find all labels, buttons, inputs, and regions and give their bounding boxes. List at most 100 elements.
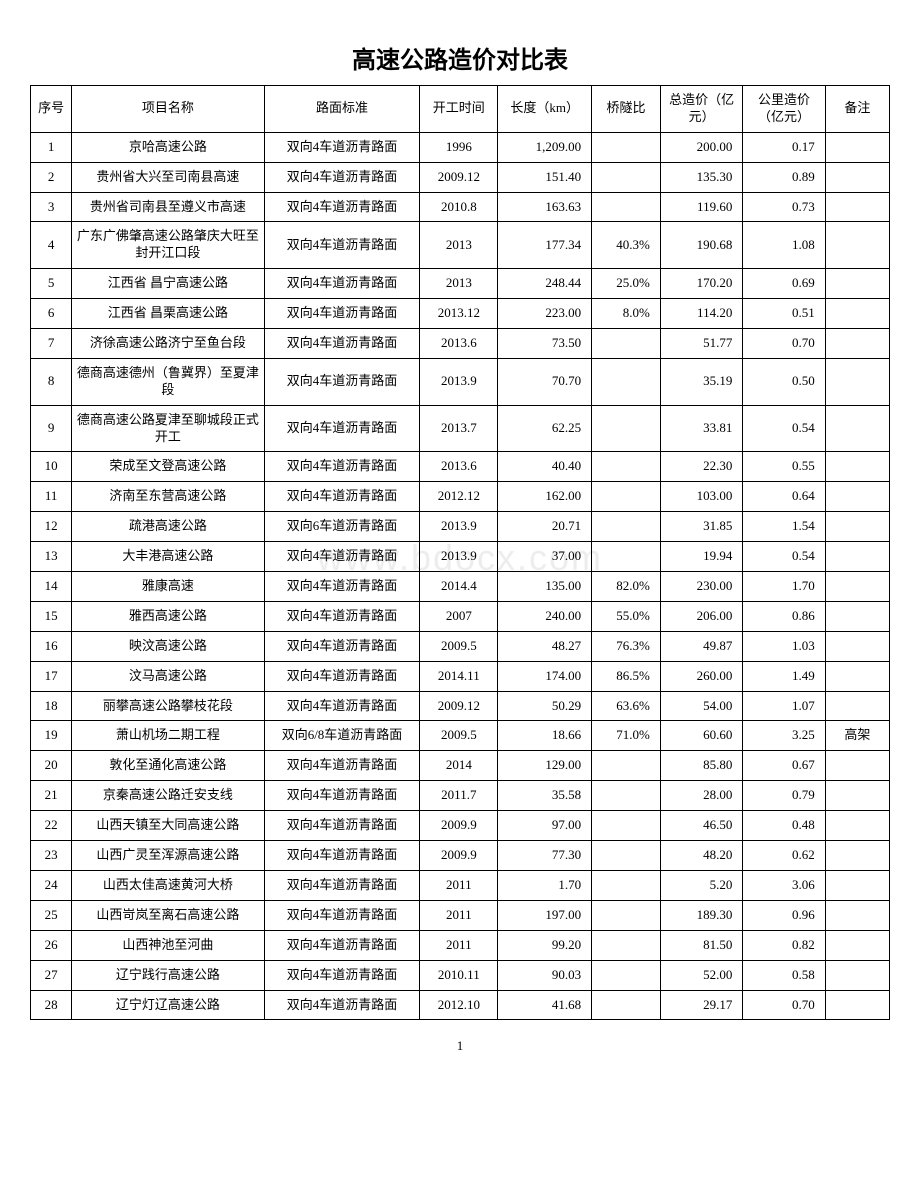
- cell-perkm: 0.82: [743, 930, 825, 960]
- cell-total: 60.60: [660, 721, 742, 751]
- cell-total: 230.00: [660, 572, 742, 602]
- cell-start: 2013.12: [420, 299, 498, 329]
- cell-name: 京秦高速公路迁安支线: [72, 781, 264, 811]
- cell-note: [825, 512, 889, 542]
- cell-idx: 4: [31, 222, 72, 269]
- cell-std: 双向4车道沥青路面: [264, 132, 420, 162]
- table-row: 14雅康高速双向4车道沥青路面2014.4135.0082.0%230.001.…: [31, 572, 890, 602]
- page-title: 高速公路造价对比表: [30, 40, 890, 75]
- cell-len: 20.71: [498, 512, 592, 542]
- cell-len: 162.00: [498, 482, 592, 512]
- cell-name: 雅西高速公路: [72, 601, 264, 631]
- cell-idx: 8: [31, 358, 72, 405]
- cell-ratio: 82.0%: [592, 572, 661, 602]
- table-row: 26山西神池至河曲双向4车道沥青路面201199.2081.500.82: [31, 930, 890, 960]
- cell-std: 双向4车道沥青路面: [264, 751, 420, 781]
- cell-name: 辽宁灯辽高速公路: [72, 990, 264, 1020]
- cell-len: 223.00: [498, 299, 592, 329]
- cell-len: 77.30: [498, 841, 592, 871]
- cell-total: 51.77: [660, 329, 742, 359]
- table-row: 18丽攀高速公路攀枝花段双向4车道沥青路面2009.1250.2963.6%54…: [31, 691, 890, 721]
- cell-total: 35.19: [660, 358, 742, 405]
- cell-total: 28.00: [660, 781, 742, 811]
- cell-perkm: 0.96: [743, 900, 825, 930]
- cell-name: 山西天镇至大同高速公路: [72, 811, 264, 841]
- cell-start: 2014: [420, 751, 498, 781]
- table-row: 11济南至东营高速公路双向4车道沥青路面2012.12162.00103.000…: [31, 482, 890, 512]
- cell-std: 双向4车道沥青路面: [264, 930, 420, 960]
- cell-start: 2011: [420, 900, 498, 930]
- cell-idx: 13: [31, 542, 72, 572]
- cell-start: 2009.5: [420, 631, 498, 661]
- cell-note: [825, 542, 889, 572]
- cell-len: 40.40: [498, 452, 592, 482]
- cell-total: 54.00: [660, 691, 742, 721]
- table-row: 13大丰港高速公路双向4车道沥青路面2013.937.0019.940.54: [31, 542, 890, 572]
- cell-perkm: 1.03: [743, 631, 825, 661]
- cell-perkm: 0.86: [743, 601, 825, 631]
- cell-len: 99.20: [498, 930, 592, 960]
- table-row: 24山西太佳高速黄河大桥双向4车道沥青路面20111.705.203.06: [31, 870, 890, 900]
- cell-name: 山西神池至河曲: [72, 930, 264, 960]
- table-row: 16映汶高速公路双向4车道沥青路面2009.548.2776.3%49.871.…: [31, 631, 890, 661]
- cell-ratio: [592, 329, 661, 359]
- cell-perkm: 0.50: [743, 358, 825, 405]
- cell-len: 177.34: [498, 222, 592, 269]
- cell-start: 2012.12: [420, 482, 498, 512]
- cell-ratio: [592, 960, 661, 990]
- cell-note: [825, 358, 889, 405]
- table-row: 2贵州省大兴至司南县高速双向4车道沥青路面2009.12151.40135.30…: [31, 162, 890, 192]
- cell-std: 双向4车道沥青路面: [264, 601, 420, 631]
- cell-start: 2013.9: [420, 512, 498, 542]
- cell-ratio: [592, 192, 661, 222]
- cell-note: [825, 299, 889, 329]
- cell-len: 248.44: [498, 269, 592, 299]
- cell-ratio: [592, 900, 661, 930]
- cell-note: [825, 751, 889, 781]
- cell-perkm: 0.48: [743, 811, 825, 841]
- cell-note: [825, 631, 889, 661]
- cell-start: 2013.9: [420, 542, 498, 572]
- cell-name: 山西岢岚至离石高速公路: [72, 900, 264, 930]
- cell-start: 2014.11: [420, 661, 498, 691]
- cell-note: [825, 930, 889, 960]
- cell-idx: 18: [31, 691, 72, 721]
- cell-std: 双向4车道沥青路面: [264, 870, 420, 900]
- cell-start: 2013.6: [420, 452, 498, 482]
- cell-perkm: 1.08: [743, 222, 825, 269]
- cell-name: 敦化至通化高速公路: [72, 751, 264, 781]
- cell-len: 73.50: [498, 329, 592, 359]
- cell-std: 双向4车道沥青路面: [264, 329, 420, 359]
- cell-ratio: 76.3%: [592, 631, 661, 661]
- cell-len: 129.00: [498, 751, 592, 781]
- cell-note: [825, 482, 889, 512]
- cell-start: 2009.9: [420, 841, 498, 871]
- cell-std: 双向4车道沥青路面: [264, 222, 420, 269]
- cell-idx: 20: [31, 751, 72, 781]
- cell-perkm: 0.54: [743, 405, 825, 452]
- cell-perkm: 0.55: [743, 452, 825, 482]
- cell-total: 52.00: [660, 960, 742, 990]
- cell-len: 163.63: [498, 192, 592, 222]
- cell-ratio: [592, 452, 661, 482]
- cell-ratio: [592, 841, 661, 871]
- cell-idx: 2: [31, 162, 72, 192]
- cell-std: 双向4车道沥青路面: [264, 900, 420, 930]
- cell-len: 135.00: [498, 572, 592, 602]
- cell-note: [825, 691, 889, 721]
- cell-std: 双向4车道沥青路面: [264, 631, 420, 661]
- cell-len: 18.66: [498, 721, 592, 751]
- cell-start: 1996: [420, 132, 498, 162]
- cell-total: 46.50: [660, 811, 742, 841]
- cell-len: 37.00: [498, 542, 592, 572]
- col-idx: 序号: [31, 86, 72, 133]
- cell-idx: 14: [31, 572, 72, 602]
- cell-std: 双向4车道沥青路面: [264, 269, 420, 299]
- cell-perkm: 1.07: [743, 691, 825, 721]
- cell-len: 50.29: [498, 691, 592, 721]
- cell-idx: 25: [31, 900, 72, 930]
- cell-start: 2009.12: [420, 691, 498, 721]
- table-row: 27辽宁践行高速公路双向4车道沥青路面2010.1190.0352.000.58: [31, 960, 890, 990]
- cell-name: 济南至东营高速公路: [72, 482, 264, 512]
- table-row: 4广东广佛肇高速公路肇庆大旺至封开江口段双向4车道沥青路面2013177.344…: [31, 222, 890, 269]
